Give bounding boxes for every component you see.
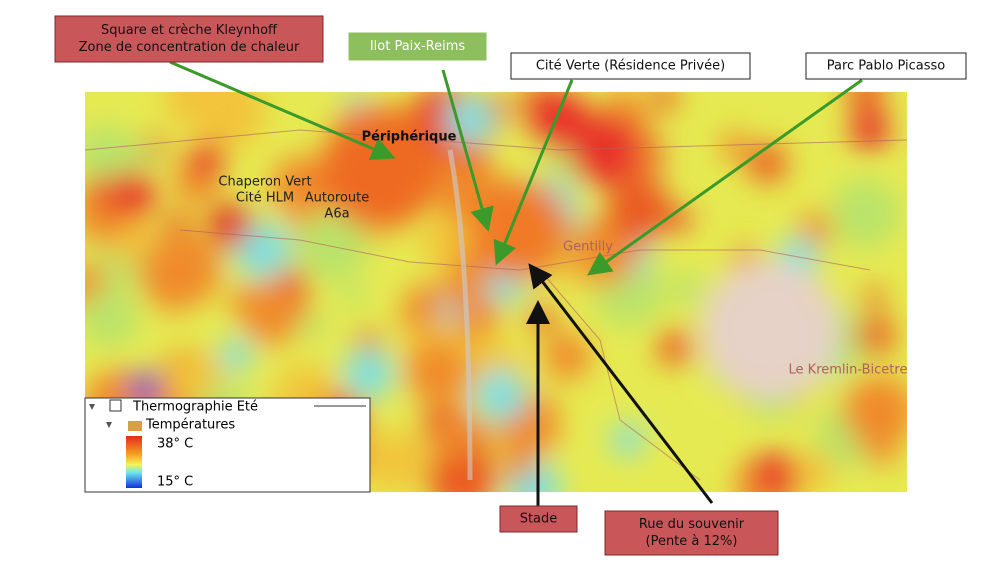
arrow: [528, 263, 714, 504]
callout-text: Cité Verte (Résidence Privée): [536, 59, 725, 74]
heat-blob: [164, 92, 226, 128]
heat-blob: [670, 272, 704, 306]
heat-blob: [862, 286, 885, 309]
heat-blob: [656, 330, 692, 366]
callout-box: [54, 15, 324, 63]
map-label: Le Kremlin-Bicetre: [789, 363, 908, 378]
heat-blob: [506, 456, 532, 482]
arrow: [493, 79, 574, 266]
heat-blob: [856, 316, 895, 356]
heat-blob: [342, 283, 367, 309]
map-label: Cité HLM: [236, 191, 294, 206]
arrow: [587, 78, 863, 276]
heat-blob: [85, 287, 139, 348]
legend-low: 15° C: [157, 475, 193, 490]
callout-box: [499, 505, 578, 533]
heat-blob: [650, 92, 678, 112]
legend-high: 38° C: [157, 437, 193, 452]
heat-blob: [138, 242, 202, 305]
heat-blob: [470, 180, 570, 280]
heat-blob: [432, 415, 478, 460]
heat-blob: [364, 429, 427, 492]
map-label: Chaperon Vert: [218, 175, 311, 190]
heat-blob: [612, 92, 634, 106]
heat-blob: [189, 141, 225, 177]
callout-box: [604, 510, 779, 556]
heat-blob: [343, 347, 395, 400]
heat-blob: [842, 375, 907, 448]
map-label: Autoroute: [305, 191, 370, 206]
callout-text: Zone de concentration de chaleur: [79, 40, 300, 55]
heat-blob: [530, 92, 590, 150]
heat-blob: [611, 423, 645, 457]
heat-blob: [720, 132, 750, 162]
heat-blob: [793, 450, 835, 492]
map-label: Gentilly: [563, 240, 613, 255]
heat-blob: [606, 178, 672, 243]
heat-blob: [798, 212, 833, 247]
heat-blob: [754, 452, 798, 492]
callout-box: [510, 52, 751, 80]
heat-blob: [543, 332, 591, 381]
callout-text: Square et crèche Kleynhoff: [101, 23, 278, 38]
heat-blob: [569, 115, 641, 187]
heat-blob: [438, 301, 460, 323]
heat-blob: [164, 210, 191, 237]
heat-blob: [847, 92, 885, 112]
heat-blob: [700, 260, 840, 400]
heat-blob: [830, 178, 901, 249]
heat-blob: [298, 312, 326, 340]
heat-blob: [747, 143, 788, 183]
heat-blob: [473, 369, 527, 422]
heat-blob: [445, 95, 495, 145]
heat-blob: [131, 374, 159, 402]
heat-blob: [406, 340, 469, 404]
heat-blob: [271, 155, 333, 218]
heat-blob: [850, 110, 890, 150]
legend-group: Températures: [145, 418, 235, 433]
heat-blob: [85, 176, 110, 204]
legend-layer: Thermographie Eté: [132, 400, 258, 415]
heat-blob: [107, 170, 156, 219]
callout-text: Rue du souvenir: [639, 517, 745, 532]
heat-blob: [670, 209, 692, 231]
callout-text: (Pente à 12%): [646, 534, 738, 549]
map-label: A6a: [324, 207, 349, 222]
heat-blob: [85, 123, 135, 184]
heat-blob: [864, 432, 898, 466]
callout-text: Stade: [520, 512, 558, 527]
callout-text: Parc Pablo Picasso: [827, 59, 946, 74]
callout-box: [805, 52, 967, 80]
map-label: Périphérique: [362, 130, 457, 145]
heat-blob: [219, 338, 253, 372]
legend: Thermographie Eté Températures 38° C 15°…: [84, 397, 371, 493]
heat-blob: [208, 203, 252, 247]
heat-blob: [528, 305, 556, 333]
arrow: [441, 69, 494, 232]
heat-blob: [130, 143, 156, 170]
callout-text: Ilot Paix-Reims: [370, 39, 466, 54]
heat-blob: [280, 269, 307, 295]
arrow: [169, 60, 396, 160]
callout-box: [348, 32, 487, 61]
heat-blob: [244, 291, 299, 346]
